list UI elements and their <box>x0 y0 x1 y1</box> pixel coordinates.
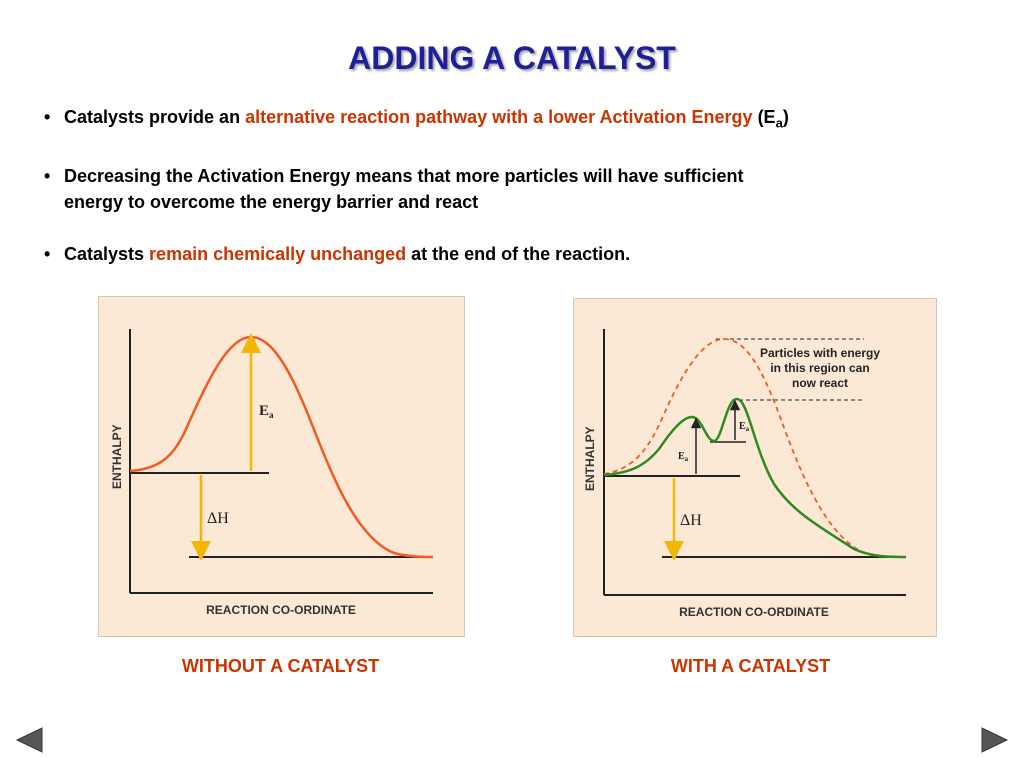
catalysed-curve <box>603 397 907 559</box>
bullet-3: • Catalysts remain chemically unchanged … <box>44 241 1004 267</box>
y-axis-label: ENTHALPY <box>110 424 124 489</box>
ea-label-2: Ea <box>739 421 750 433</box>
bullet-3-highlight: remain chemically unchanged <box>149 243 407 264</box>
bullet-3-text: Catalysts <box>64 243 150 264</box>
next-slide-button[interactable] <box>980 726 1010 754</box>
bullet-1-highlight: alternative reaction pathway with a lowe… <box>245 107 753 127</box>
caption-without-catalyst: WITHOUT A CATALYST <box>181 656 380 676</box>
bullet-1-end: ) <box>782 107 789 127</box>
bullet-3-post: at the end of the reaction. <box>406 243 631 264</box>
previous-slide-button[interactable] <box>14 726 44 754</box>
diagram-without-catalyst: Ea ΔH ENTHALPY REACTION CO-ORDINATE <box>98 296 465 637</box>
ea-label: Ea <box>259 403 274 420</box>
bullet-1-text: Catalysts provide an <box>64 107 246 127</box>
slide-title: ADDING A CATALYST <box>348 40 676 76</box>
note-line-2: in this region can <box>770 361 869 375</box>
bullet-list: • Catalysts provide an alternative react… <box>44 104 1004 293</box>
x-axis-label: REACTION CO-ORDINATE <box>206 603 356 617</box>
dh-label: ΔH <box>207 510 229 527</box>
bullet-1-sub: a <box>775 115 783 131</box>
energy-profile-catalysed: Ea Ea ΔH Particles with energy in this r… <box>583 329 907 619</box>
y-axis-label: ENTHALPY <box>583 426 597 491</box>
bullet-dot: • <box>44 243 51 264</box>
dh-label: ΔH <box>680 512 702 529</box>
bullet-1: • Catalysts provide an alternative react… <box>44 104 1004 137</box>
note-line-1: Particles with energy <box>760 346 880 360</box>
triangle-left-icon <box>15 727 43 753</box>
x-axis-label: REACTION CO-ORDINATE <box>679 605 829 619</box>
triangle-right-icon <box>981 727 1009 753</box>
bullet-dot: • <box>44 165 51 186</box>
ea-label-1: Ea <box>678 451 689 463</box>
diagram-with-catalyst: Ea Ea ΔH Particles with energy in this r… <box>573 298 937 637</box>
caption-with-catalyst: WITH A CATALYST <box>670 656 831 676</box>
note-line-3: now react <box>792 376 848 390</box>
bullet-2-line1: Decreasing the Activation Energy means t… <box>64 165 744 186</box>
reaction-curve <box>129 335 434 559</box>
bullet-1-post: (E <box>752 107 776 127</box>
bullet-2-line2: energy to overcome the energy barrier an… <box>64 191 479 212</box>
bullet-2: • Decreasing the Activation Energy means… <box>44 163 1004 215</box>
bullet-dot: • <box>44 107 51 127</box>
energy-profile-uncatalysed: Ea ΔH ENTHALPY REACTION CO-ORDINATE <box>110 329 434 617</box>
